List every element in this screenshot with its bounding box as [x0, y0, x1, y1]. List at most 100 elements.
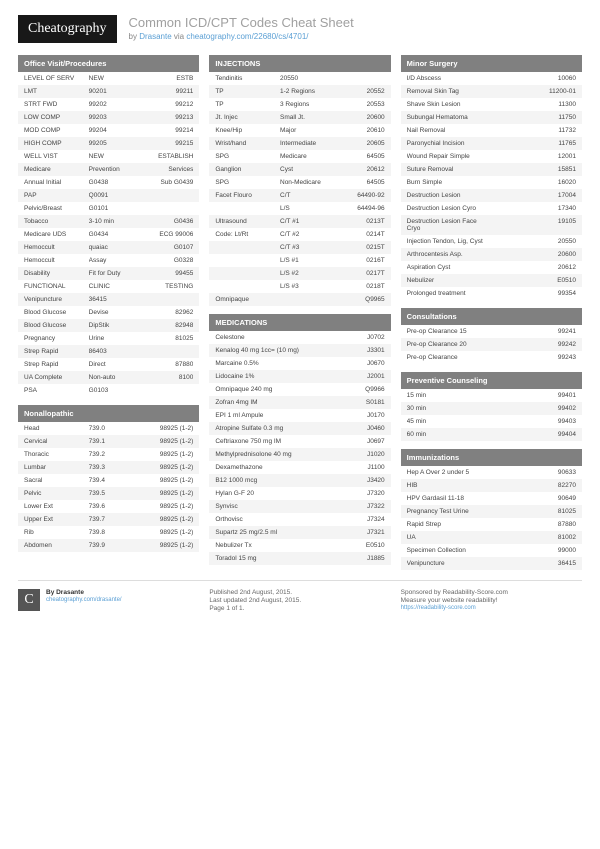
table-cell: 15851 — [491, 166, 576, 173]
page-header: Cheatography Common ICD/CPT Codes Cheat … — [18, 15, 582, 43]
table-row: DexamethazoneJ1100 — [209, 461, 390, 474]
table-cell: Pregnancy Test Urine — [407, 508, 492, 515]
table-row: Venipuncture36415 — [18, 293, 199, 306]
logo: Cheatography — [18, 15, 117, 43]
table-cell: J3420 — [300, 477, 385, 484]
byline: by Drasante via cheatography.com/22680/c… — [129, 32, 354, 41]
table-cell: Shave Skin Lesion — [407, 101, 492, 108]
table-cell: Nebulizer Tx — [215, 542, 300, 549]
table-row: Facet FlouroC/T64490-92 — [209, 189, 390, 202]
table-row: SynviscJ7322 — [209, 500, 390, 513]
table-cell: Zofran 4mg IM — [215, 399, 300, 406]
table-cell: 36415 — [491, 560, 576, 567]
table-cell: 99242 — [491, 341, 576, 348]
table-cell: ESTB — [153, 75, 193, 82]
table-cell: G0438 — [89, 179, 154, 186]
table-cell: FUNCTIONAL — [24, 283, 89, 290]
table-row: HemoccultAssayG0328 — [18, 254, 199, 267]
section-preventive: Preventive Counseling 15 min9940130 min9… — [401, 372, 582, 441]
table-cell: G0101 — [89, 205, 154, 212]
footer-author-url[interactable]: cheatography.com/drasante/ — [46, 597, 122, 603]
table-cell: 0216T — [345, 257, 385, 264]
section-minor-surgery: Minor Surgery I/D Abscess10060Removal Sk… — [401, 55, 582, 300]
table-row: UA81002 — [401, 531, 582, 544]
table-row: Aspiration Cyst20612 — [401, 261, 582, 274]
table-row: Hylan G-F 20J7320 — [209, 487, 390, 500]
table-cell: Blood Glucose — [24, 322, 89, 329]
table-cell: 98925 (1-2) — [153, 503, 193, 510]
table-cell — [215, 257, 280, 264]
table-cell: 17340 — [491, 205, 576, 212]
table-cell: Major — [280, 127, 345, 134]
table-cell: Nebulizer — [407, 277, 492, 284]
footer-sponsor-url[interactable]: https://readability-score.com — [401, 605, 582, 611]
table-row: GanglionCyst20612 — [209, 163, 390, 176]
table-cell: ECG 99006 — [153, 231, 193, 238]
table-row: 60 min99404 — [401, 428, 582, 441]
footer-updated: Last updated 2nd August, 2015. — [209, 597, 390, 604]
table-cell: L/S #3 — [280, 283, 345, 290]
table-row: Methylprednisolone 40 mgJ1020 — [209, 448, 390, 461]
table-cell — [153, 192, 193, 199]
author-link[interactable]: Drasante — [139, 32, 171, 41]
table-cell: 20553 — [345, 101, 385, 108]
table-cell: 739.2 — [89, 451, 154, 458]
table-row: Pelvic/BreastG0101 — [18, 202, 199, 215]
table-cell: NEW — [89, 75, 154, 82]
table-row: UltrasoundC/T #10213T — [209, 215, 390, 228]
footer-col-3: Sponsored by Readability-Score.com Measu… — [401, 589, 582, 613]
table-cell: J7322 — [300, 503, 385, 510]
table-cell: 11732 — [491, 127, 576, 134]
table-row: Toradol 15 mgJ1885 — [209, 552, 390, 565]
table-cell: 20610 — [345, 127, 385, 134]
table-cell: Disability — [24, 270, 89, 277]
table-cell: 99241 — [491, 328, 576, 335]
table-cell: MOD COMP — [24, 127, 89, 134]
table-cell: J7321 — [300, 529, 385, 536]
table-cell: 3 Regions — [280, 101, 345, 108]
table-cell: 82948 — [153, 322, 193, 329]
table-cell: Burn Simple — [407, 179, 492, 186]
table-row: CelestoneJ0702 — [209, 331, 390, 344]
table-row: EPI 1 ml AmpuleJ0170 — [209, 409, 390, 422]
table-cell: Atropine Sulfate 0.3 mg — [215, 425, 300, 432]
table-cell: Upper Ext — [24, 516, 89, 523]
table-cell: 0213T — [345, 218, 385, 225]
table-cell: CLINIC — [89, 283, 154, 290]
table-cell: DipStik — [89, 322, 154, 329]
table-row: L/S #10216T — [209, 254, 390, 267]
table-cell: 98925 (1-2) — [153, 529, 193, 536]
table-cell: J3301 — [300, 347, 385, 354]
table-cell: Tendinitis — [215, 75, 280, 82]
table-cell: LEVEL OF SERV — [24, 75, 89, 82]
table-cell: ESTABLISH — [153, 153, 193, 160]
table-row: Arthrocentesis Asp.20600 — [401, 248, 582, 261]
table-cell: 739.8 — [89, 529, 154, 536]
table-cell: 98925 (1-2) — [153, 425, 193, 432]
table-cell: 81025 — [153, 335, 193, 342]
table-cell — [153, 205, 193, 212]
table-row: Lower Ext739.698925 (1-2) — [18, 500, 199, 513]
table-row: Pre-op Clearance99243 — [401, 351, 582, 364]
table-row: Rapid Strep87880 — [401, 518, 582, 531]
table-row: LOW COMP9920399213 — [18, 111, 199, 124]
table-cell: 99203 — [89, 114, 154, 121]
table-cell: 98925 (1-2) — [153, 516, 193, 523]
table-cell: Lidocaine 1% — [215, 373, 300, 380]
table-row: Wound Repair Simple12001 — [401, 150, 582, 163]
table-cell: EPI 1 ml Ampule — [215, 412, 300, 419]
table-row: SPGNon-Medicare64505 — [209, 176, 390, 189]
table-cell: PAP — [24, 192, 89, 199]
table-cell: 99354 — [491, 290, 576, 297]
source-url[interactable]: cheatography.com/22680/cs/4701/ — [186, 32, 308, 41]
byline-prefix: by — [129, 32, 140, 41]
table-cell: 98925 (1-2) — [153, 477, 193, 484]
table-cell: Ganglion — [215, 166, 280, 173]
table-row: Pre-op Clearance 2099242 — [401, 338, 582, 351]
table-cell: Pelvic — [24, 490, 89, 497]
table-cell: STRT FWD — [24, 101, 89, 108]
table-cell: 99243 — [491, 354, 576, 361]
table-cell: Thoracic — [24, 451, 89, 458]
content-columns: Office Visit/Procedures LEVEL OF SERVNEW… — [18, 55, 582, 570]
table-cell: E0510 — [300, 542, 385, 549]
